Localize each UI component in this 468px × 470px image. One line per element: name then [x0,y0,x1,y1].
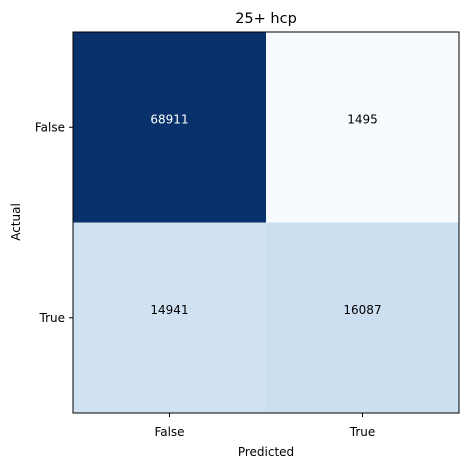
heatmap-cell [266,222,459,413]
y-tick-label: False [35,120,65,134]
y-tick-label: True [39,311,66,325]
cell-value-label: 1495 [347,112,378,126]
cell-value-label: 14941 [150,303,188,317]
x-axis-label: Predicted [238,445,294,459]
x-tick-label: False [154,425,184,439]
heatmap-cells [73,32,459,413]
cell-value-label: 16087 [343,303,381,317]
plot-frame [72,31,460,414]
heatmap-cell [266,32,459,223]
cell-value-labels: 68911 1495 14941 16087 [150,112,381,317]
y-axis-label: Actual [9,203,23,241]
x-axis-ticks: False True [154,413,375,439]
cell-value-label: 68911 [150,112,188,126]
heatmap-cell [73,222,266,413]
chart-title: 25+ hcp [235,11,297,27]
heatmap-cell [73,32,266,223]
y-axis-ticks: False True [35,120,73,325]
x-tick-label: True [349,425,376,439]
